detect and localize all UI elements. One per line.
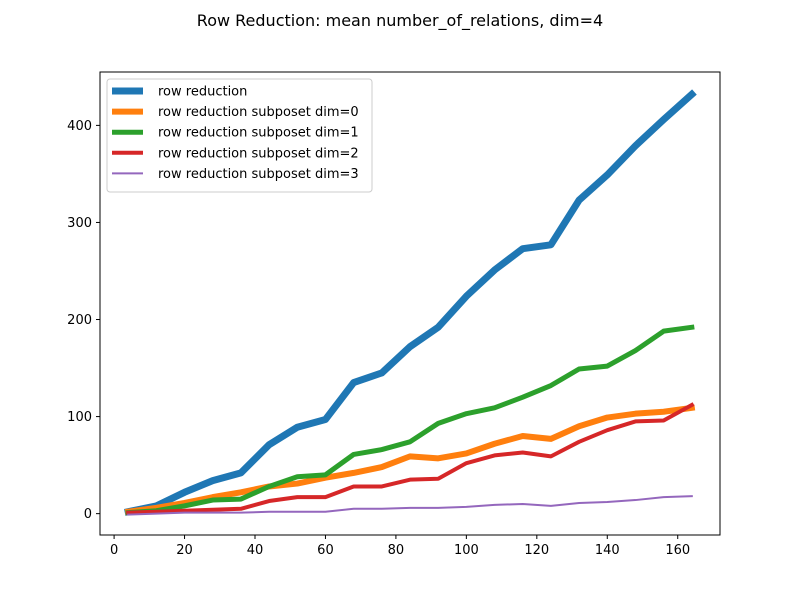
series-line-2 bbox=[125, 324, 695, 516]
legend-label-2: row reduction subposet dim=1 bbox=[158, 126, 359, 141]
x-tick-label: 20 bbox=[176, 543, 193, 558]
series-line-1 bbox=[124, 404, 696, 516]
x-tick-label: 80 bbox=[388, 543, 405, 558]
y-tick-label: 200 bbox=[67, 313, 92, 328]
x-tick-label: 0 bbox=[110, 543, 118, 558]
x-tick-label: 140 bbox=[595, 543, 620, 558]
axes-frame bbox=[99, 71, 721, 536]
series-line-4 bbox=[127, 495, 693, 516]
y-tick-label: 400 bbox=[67, 119, 92, 134]
legend: row reduction row reduction subposet dim=… bbox=[106, 78, 373, 193]
x-tick-label: 60 bbox=[317, 543, 334, 558]
y-tick-label: 0 bbox=[84, 507, 92, 522]
series-line-0 bbox=[124, 89, 697, 516]
y-tick-label: 100 bbox=[67, 410, 92, 425]
legend-label-3: row reduction subposet dim=2 bbox=[158, 146, 359, 161]
axes-layer: 0 20 40 60 80 100 120 140 160 0 100 200 300 400 bbox=[67, 71, 721, 558]
chart-title: Row Reduction: mean number_of_relations,… bbox=[197, 11, 603, 31]
x-tick-label: 40 bbox=[247, 543, 264, 558]
x-tick-label: 160 bbox=[665, 543, 690, 558]
series-layer bbox=[124, 89, 697, 516]
legend-box bbox=[106, 78, 373, 193]
legend-label-0: row reduction bbox=[158, 85, 247, 100]
legend-label-4: row reduction subposet dim=3 bbox=[158, 167, 359, 182]
y-tick-label: 300 bbox=[67, 216, 92, 231]
x-tick-label: 120 bbox=[524, 543, 549, 558]
legend-label-1: row reduction subposet dim=0 bbox=[158, 105, 359, 120]
series-line-3 bbox=[126, 402, 695, 515]
x-tick-label: 100 bbox=[454, 543, 479, 558]
